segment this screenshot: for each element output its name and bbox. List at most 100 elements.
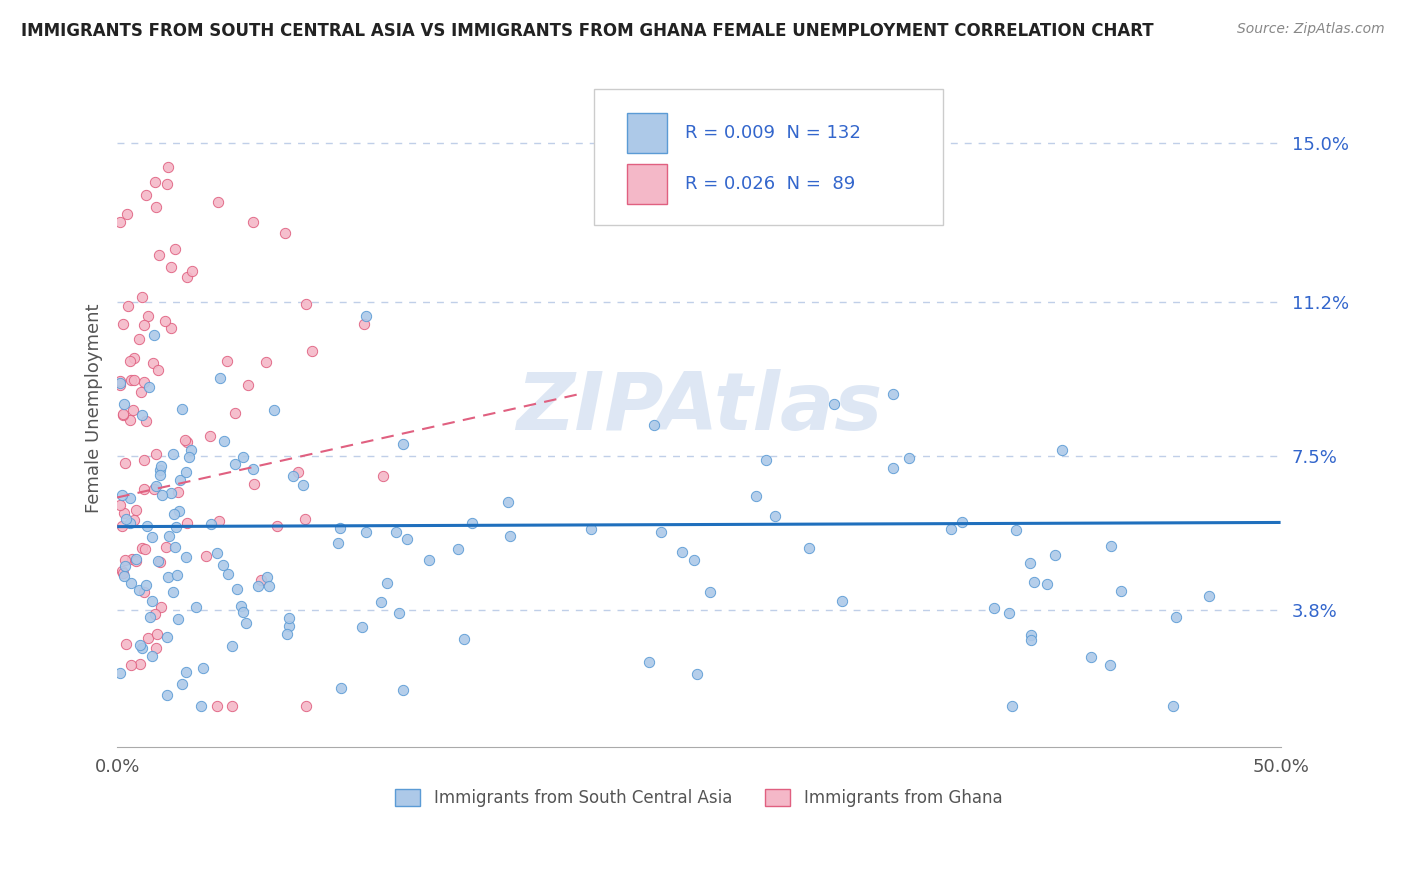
Y-axis label: Female Unemployment: Female Unemployment [86, 303, 103, 513]
Point [392, 436, 415, 450]
Point [1043, 548, 1066, 562]
Point [150, 488, 173, 502]
Point [375, 575, 398, 590]
Point [242, 215, 264, 229]
Point [170, 401, 193, 416]
Point [699, 585, 721, 599]
Point [156, 688, 179, 702]
Point [143, 175, 166, 189]
Point [156, 631, 179, 645]
Point [453, 632, 475, 646]
Point [145, 479, 167, 493]
FancyBboxPatch shape [595, 89, 943, 225]
Point [350, 620, 373, 634]
Point [294, 297, 316, 311]
Point [686, 666, 709, 681]
Point [165, 520, 187, 534]
Point [1052, 443, 1074, 458]
Point [160, 321, 183, 335]
Point [128, 657, 150, 671]
Point [224, 406, 246, 420]
Point [763, 509, 786, 524]
Point [200, 429, 222, 443]
Point [1161, 698, 1184, 713]
Point [294, 698, 316, 713]
Point [1164, 609, 1187, 624]
Point [897, 450, 920, 465]
Point [371, 469, 394, 483]
Point [131, 541, 153, 556]
Point [122, 513, 145, 527]
Point [247, 579, 270, 593]
Point [149, 556, 172, 570]
Point [117, 299, 139, 313]
Point [256, 570, 278, 584]
Point [112, 407, 135, 421]
Point [229, 599, 252, 613]
Point [120, 373, 142, 387]
Point [650, 524, 672, 539]
Point [755, 452, 778, 467]
Point [111, 519, 134, 533]
Point [294, 512, 316, 526]
Point [882, 387, 904, 401]
Point [191, 661, 214, 675]
Point [388, 606, 411, 620]
Point [135, 414, 157, 428]
Point [671, 545, 693, 559]
Point [114, 559, 136, 574]
Point [120, 575, 142, 590]
Point [165, 242, 187, 256]
Point [114, 456, 136, 470]
Point [882, 461, 904, 475]
FancyBboxPatch shape [627, 163, 668, 204]
Point [1198, 589, 1220, 603]
Point [1005, 523, 1028, 537]
Text: R = 0.026  N =  89: R = 0.026 N = 89 [685, 175, 855, 193]
Point [135, 187, 157, 202]
Point [146, 554, 169, 568]
Point [195, 549, 218, 564]
Point [391, 683, 413, 698]
Point [186, 600, 208, 615]
Point [112, 506, 135, 520]
Point [354, 309, 377, 323]
Point [120, 516, 142, 530]
Point [132, 318, 155, 332]
Point [129, 385, 152, 400]
Point [637, 655, 659, 669]
Point [131, 408, 153, 422]
Point [108, 374, 131, 388]
Point [108, 498, 131, 512]
Point [831, 594, 853, 608]
Point [124, 554, 146, 568]
Point [139, 610, 162, 624]
Legend: Immigrants from South Central Asia, Immigrants from Ghana: Immigrants from South Central Asia, Immi… [388, 782, 1010, 814]
Text: IMMIGRANTS FROM SOUTH CENTRAL ASIA VS IMMIGRANTS FROM GHANA FEMALE UNEMPLOYMENT : IMMIGRANTS FROM SOUTH CENTRAL ASIA VS IM… [21, 22, 1154, 40]
Point [120, 658, 142, 673]
Point [1019, 556, 1042, 570]
Point [395, 532, 418, 546]
Point [120, 353, 142, 368]
Point [326, 536, 349, 550]
Point [132, 483, 155, 497]
Point [370, 595, 392, 609]
Point [205, 546, 228, 560]
Point [114, 553, 136, 567]
Point [155, 314, 177, 328]
Point [1024, 574, 1046, 589]
Point [176, 435, 198, 450]
Point [287, 465, 309, 479]
Point [120, 491, 142, 506]
Point [157, 160, 180, 174]
Point [111, 488, 134, 502]
Point [125, 552, 148, 566]
Point [141, 530, 163, 544]
Point [579, 522, 602, 536]
Point [418, 553, 440, 567]
Point [149, 599, 172, 614]
Point [174, 465, 197, 479]
Point [212, 558, 235, 573]
Point [385, 524, 408, 539]
Point [499, 529, 522, 543]
